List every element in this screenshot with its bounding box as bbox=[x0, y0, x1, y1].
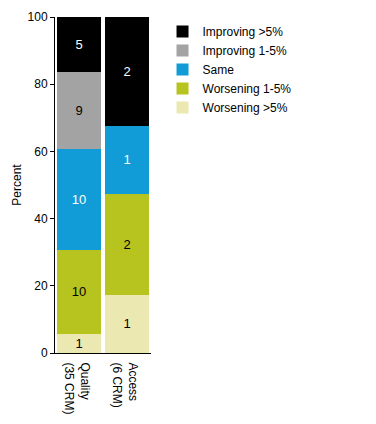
svg-text:10: 10 bbox=[72, 192, 86, 207]
svg-text:Quality(35 CRM): Quality(35 CRM) bbox=[62, 362, 92, 414]
svg-text:Worsening >5%: Worsening >5% bbox=[203, 101, 288, 115]
svg-text:1: 1 bbox=[123, 152, 130, 167]
svg-text:2: 2 bbox=[123, 64, 130, 79]
svg-text:1: 1 bbox=[75, 336, 82, 351]
svg-text:80: 80 bbox=[34, 77, 48, 91]
svg-text:Improving >5%: Improving >5% bbox=[203, 25, 284, 39]
svg-text:2: 2 bbox=[123, 237, 130, 252]
svg-text:9: 9 bbox=[75, 103, 82, 118]
svg-text:20: 20 bbox=[34, 279, 48, 293]
svg-text:Access(6 CRM): Access(6 CRM) bbox=[110, 362, 140, 407]
svg-text:10: 10 bbox=[72, 284, 86, 299]
svg-text:100: 100 bbox=[28, 10, 48, 24]
svg-text:Same: Same bbox=[203, 63, 235, 77]
svg-text:40: 40 bbox=[34, 212, 48, 226]
svg-text:Percent: Percent bbox=[10, 164, 24, 206]
svg-text:60: 60 bbox=[34, 145, 48, 159]
svg-text:Worsening 1-5%: Worsening 1-5% bbox=[203, 82, 292, 96]
svg-text:Improving 1-5%: Improving 1-5% bbox=[203, 44, 287, 58]
svg-text:5: 5 bbox=[75, 37, 82, 52]
svg-text:0: 0 bbox=[41, 346, 48, 360]
svg-text:1: 1 bbox=[123, 316, 130, 331]
